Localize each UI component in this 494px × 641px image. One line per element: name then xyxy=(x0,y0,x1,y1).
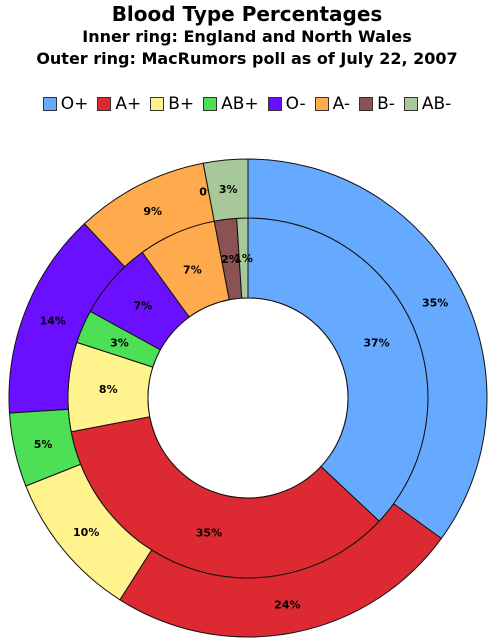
legend-item-0: O+ xyxy=(42,94,89,114)
legend-label: O- xyxy=(285,94,306,114)
legend-swatch xyxy=(359,97,374,111)
inner-label-A+: 35% xyxy=(196,526,222,539)
chart-title: Blood Type Percentages xyxy=(111,2,383,26)
inner-label-B-: 2% xyxy=(221,253,240,266)
legend-label: AB- xyxy=(421,94,452,114)
outer-label-AB+: 5% xyxy=(34,438,53,451)
legend-swatch xyxy=(97,97,112,111)
legend-item-3: AB+ xyxy=(203,94,259,114)
outer-label-B+: 10% xyxy=(73,526,99,539)
legend-item-2: B+ xyxy=(150,94,194,114)
legend-swatch xyxy=(150,97,165,111)
legend-label: AB+ xyxy=(221,94,259,114)
legend-label: A- xyxy=(332,94,351,114)
inner-label-O-: 7% xyxy=(134,299,153,312)
inner-label-B+: 8% xyxy=(99,383,118,396)
legend-label: B+ xyxy=(168,94,195,114)
legend-label: O+ xyxy=(60,94,89,114)
legend-item-5: A- xyxy=(314,94,351,114)
outer-label-O+: 35% xyxy=(422,297,448,310)
donut-hole xyxy=(147,297,349,499)
inner-label-O+: 37% xyxy=(363,336,389,349)
legend-label: A+ xyxy=(115,94,142,114)
legend-item-4: O- xyxy=(267,94,306,114)
legend-swatch xyxy=(267,97,282,111)
outer-label-A-: 9% xyxy=(143,205,162,218)
chart-legend: O+ A+ B+ AB+ O- A- B- AB- xyxy=(0,94,494,114)
legend-item-7: AB- xyxy=(403,94,452,114)
outer-label-A+: 24% xyxy=(274,598,300,611)
legend-swatch xyxy=(403,97,418,111)
legend-swatch xyxy=(203,97,218,111)
chart-titles: Blood Type Percentages Inner ring: Engla… xyxy=(0,2,494,70)
legend-item-1: A+ xyxy=(97,94,141,114)
inner-label-AB-: 1% xyxy=(234,252,253,265)
inner-label-AB+: 3% xyxy=(110,336,129,349)
outer-slice-AB- xyxy=(202,158,249,222)
legend-swatch xyxy=(314,97,329,111)
inner-label-A-: 7% xyxy=(183,264,202,277)
outer-slice-O+ xyxy=(247,158,488,540)
chart-subtitle-inner: Inner ring: England and North Wales xyxy=(82,27,412,46)
chart-subtitle-outer: Outer ring: MacRumors poll as of July 22… xyxy=(36,49,458,68)
outer-label-AB-: 3% xyxy=(219,183,238,196)
legend-swatch xyxy=(42,97,57,111)
outer-label-O-: 14% xyxy=(40,315,66,328)
legend-label: B- xyxy=(377,94,395,114)
legend-item-6: B- xyxy=(359,94,395,114)
